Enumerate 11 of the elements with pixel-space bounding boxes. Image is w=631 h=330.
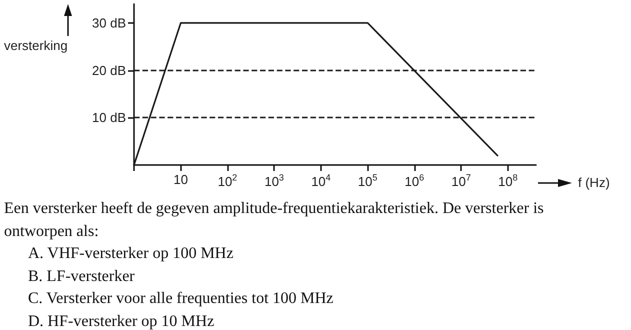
text: B. LF-versterker bbox=[27, 266, 136, 287]
x-axis-title: f (Hz) bbox=[578, 175, 610, 190]
text: D. HF-versterker op 10 MHz bbox=[27, 312, 216, 330]
x-tick-label: 10 bbox=[174, 172, 188, 187]
text: C. Versterker voor alle frequenties tot 100 MHz bbox=[27, 289, 334, 310]
y-axis-title: versterking bbox=[4, 38, 68, 53]
text: Een versterker heeft de gegeven amplitude-frequentiekarakteristiek. De versterker is ontworpen als: bbox=[4, 199, 545, 242]
text: A. VHF-versterker op 100 MHz bbox=[27, 244, 234, 264]
y-tick-label: 30 dB bbox=[92, 15, 126, 30]
y-tick-label: 20 dB bbox=[92, 62, 126, 78]
y-tick-label: 10 dB bbox=[92, 110, 126, 126]
